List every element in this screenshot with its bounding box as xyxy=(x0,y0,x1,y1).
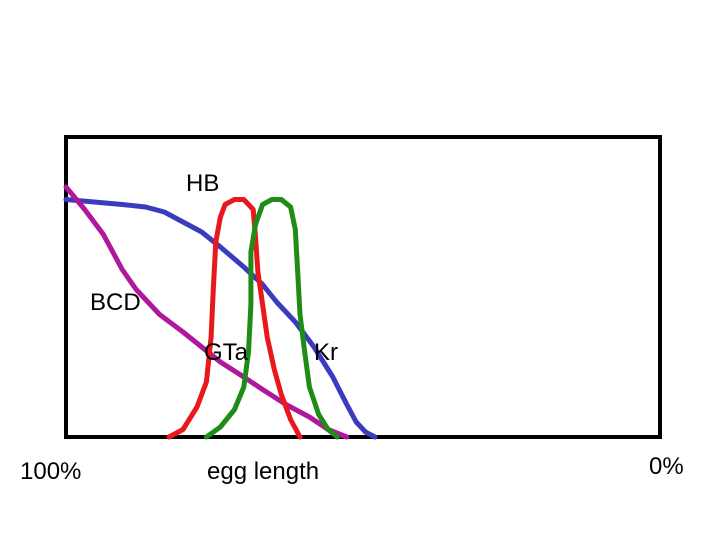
series-label-bcd: BCD xyxy=(90,289,141,316)
x-axis-start-label: 100% xyxy=(20,458,82,485)
series-label-gta: GTa xyxy=(204,339,249,366)
series-label-kr: Kr xyxy=(314,339,338,366)
series-layer xyxy=(63,184,378,440)
series-line-hb xyxy=(63,197,378,440)
series-line-bcd xyxy=(63,184,350,440)
series-line-kr xyxy=(203,197,340,440)
plot-frame xyxy=(64,135,662,439)
x-axis-end-label: 0% xyxy=(649,453,684,480)
series-line-gta xyxy=(166,197,303,440)
series-label-hb: HB xyxy=(186,170,220,197)
x-axis-label: egg length xyxy=(207,458,320,485)
